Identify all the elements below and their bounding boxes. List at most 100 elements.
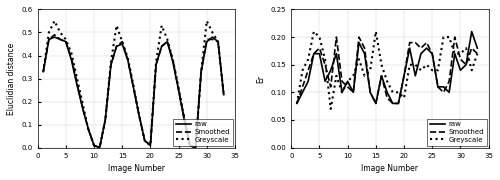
Greyscale <box>46 31 52 33</box>
raw <box>435 86 441 88</box>
Greyscale <box>158 24 164 27</box>
raw <box>125 59 131 61</box>
Greyscale <box>328 108 334 110</box>
raw <box>80 107 86 110</box>
raw <box>294 102 300 105</box>
raw <box>136 114 142 116</box>
Smoothed <box>142 140 148 142</box>
Smoothed <box>192 147 198 149</box>
Greyscale <box>446 36 452 38</box>
raw <box>210 36 216 38</box>
X-axis label: Image Number: Image Number <box>362 164 418 173</box>
Greyscale <box>74 77 80 80</box>
raw <box>378 75 384 77</box>
raw <box>440 86 446 88</box>
Greyscale <box>210 31 216 33</box>
Greyscale <box>339 91 345 93</box>
Smoothed <box>328 86 334 88</box>
raw <box>474 47 480 49</box>
Smoothed <box>322 64 328 66</box>
Smoothed <box>176 89 182 91</box>
raw <box>130 87 136 89</box>
Greyscale <box>334 75 340 77</box>
Smoothed <box>406 42 412 44</box>
Smoothed <box>396 102 402 105</box>
Greyscale <box>136 114 142 116</box>
raw <box>86 128 91 130</box>
raw <box>384 91 390 93</box>
Greyscale <box>130 84 136 87</box>
raw <box>68 59 74 61</box>
raw <box>458 69 464 71</box>
Smoothed <box>300 86 306 88</box>
raw <box>328 69 334 71</box>
Line: Greyscale: Greyscale <box>297 31 478 109</box>
Greyscale <box>468 69 474 71</box>
raw <box>96 147 102 149</box>
Smoothed <box>96 147 102 149</box>
Smoothed <box>86 128 91 130</box>
Smoothed <box>334 36 340 38</box>
raw <box>114 45 119 47</box>
Greyscale <box>192 147 198 149</box>
Greyscale <box>474 53 480 55</box>
raw <box>334 53 340 55</box>
Greyscale <box>63 38 69 40</box>
Greyscale <box>198 71 204 73</box>
Smoothed <box>210 38 216 40</box>
Smoothed <box>384 97 390 99</box>
Smoothed <box>339 80 345 82</box>
Smoothed <box>63 41 69 43</box>
Greyscale <box>96 147 102 149</box>
raw <box>198 71 204 73</box>
Smoothed <box>344 86 350 88</box>
Smoothed <box>170 59 176 61</box>
Smoothed <box>80 107 86 110</box>
Greyscale <box>86 128 91 130</box>
Smoothed <box>362 47 368 49</box>
Greyscale <box>429 69 435 71</box>
raw <box>148 144 154 146</box>
Greyscale <box>91 144 97 146</box>
raw <box>192 147 198 149</box>
Smoothed <box>458 58 464 60</box>
Smoothed <box>57 38 63 40</box>
Greyscale <box>148 144 154 146</box>
raw <box>158 45 164 47</box>
Greyscale <box>215 41 221 43</box>
raw <box>108 64 114 66</box>
X-axis label: Image Number: Image Number <box>108 164 165 173</box>
Smoothed <box>367 91 373 93</box>
Y-axis label: Eluclidian distance: Eluclidian distance <box>7 42 16 115</box>
Smoothed <box>40 71 46 73</box>
raw <box>452 53 458 55</box>
Greyscale <box>119 41 125 43</box>
Greyscale <box>204 20 210 22</box>
raw <box>344 80 350 82</box>
raw <box>356 42 362 44</box>
Greyscale <box>424 64 430 66</box>
Smoothed <box>378 75 384 77</box>
Smoothed <box>119 41 125 43</box>
Greyscale <box>305 58 311 60</box>
Smoothed <box>158 45 164 47</box>
Y-axis label: Er: Er <box>256 75 265 83</box>
raw <box>367 91 373 93</box>
raw <box>424 47 430 49</box>
raw <box>153 64 159 66</box>
Greyscale <box>440 36 446 38</box>
Greyscale <box>384 80 390 82</box>
raw <box>46 38 52 40</box>
Greyscale <box>187 144 193 146</box>
Greyscale <box>396 91 402 93</box>
Line: Smoothed: Smoothed <box>297 37 478 104</box>
raw <box>187 144 193 146</box>
raw <box>102 119 108 121</box>
Smoothed <box>373 102 379 105</box>
Smoothed <box>91 144 97 146</box>
Greyscale <box>164 38 170 40</box>
raw <box>142 140 148 142</box>
Smoothed <box>220 94 226 96</box>
Greyscale <box>125 57 131 59</box>
Smoothed <box>52 34 58 36</box>
